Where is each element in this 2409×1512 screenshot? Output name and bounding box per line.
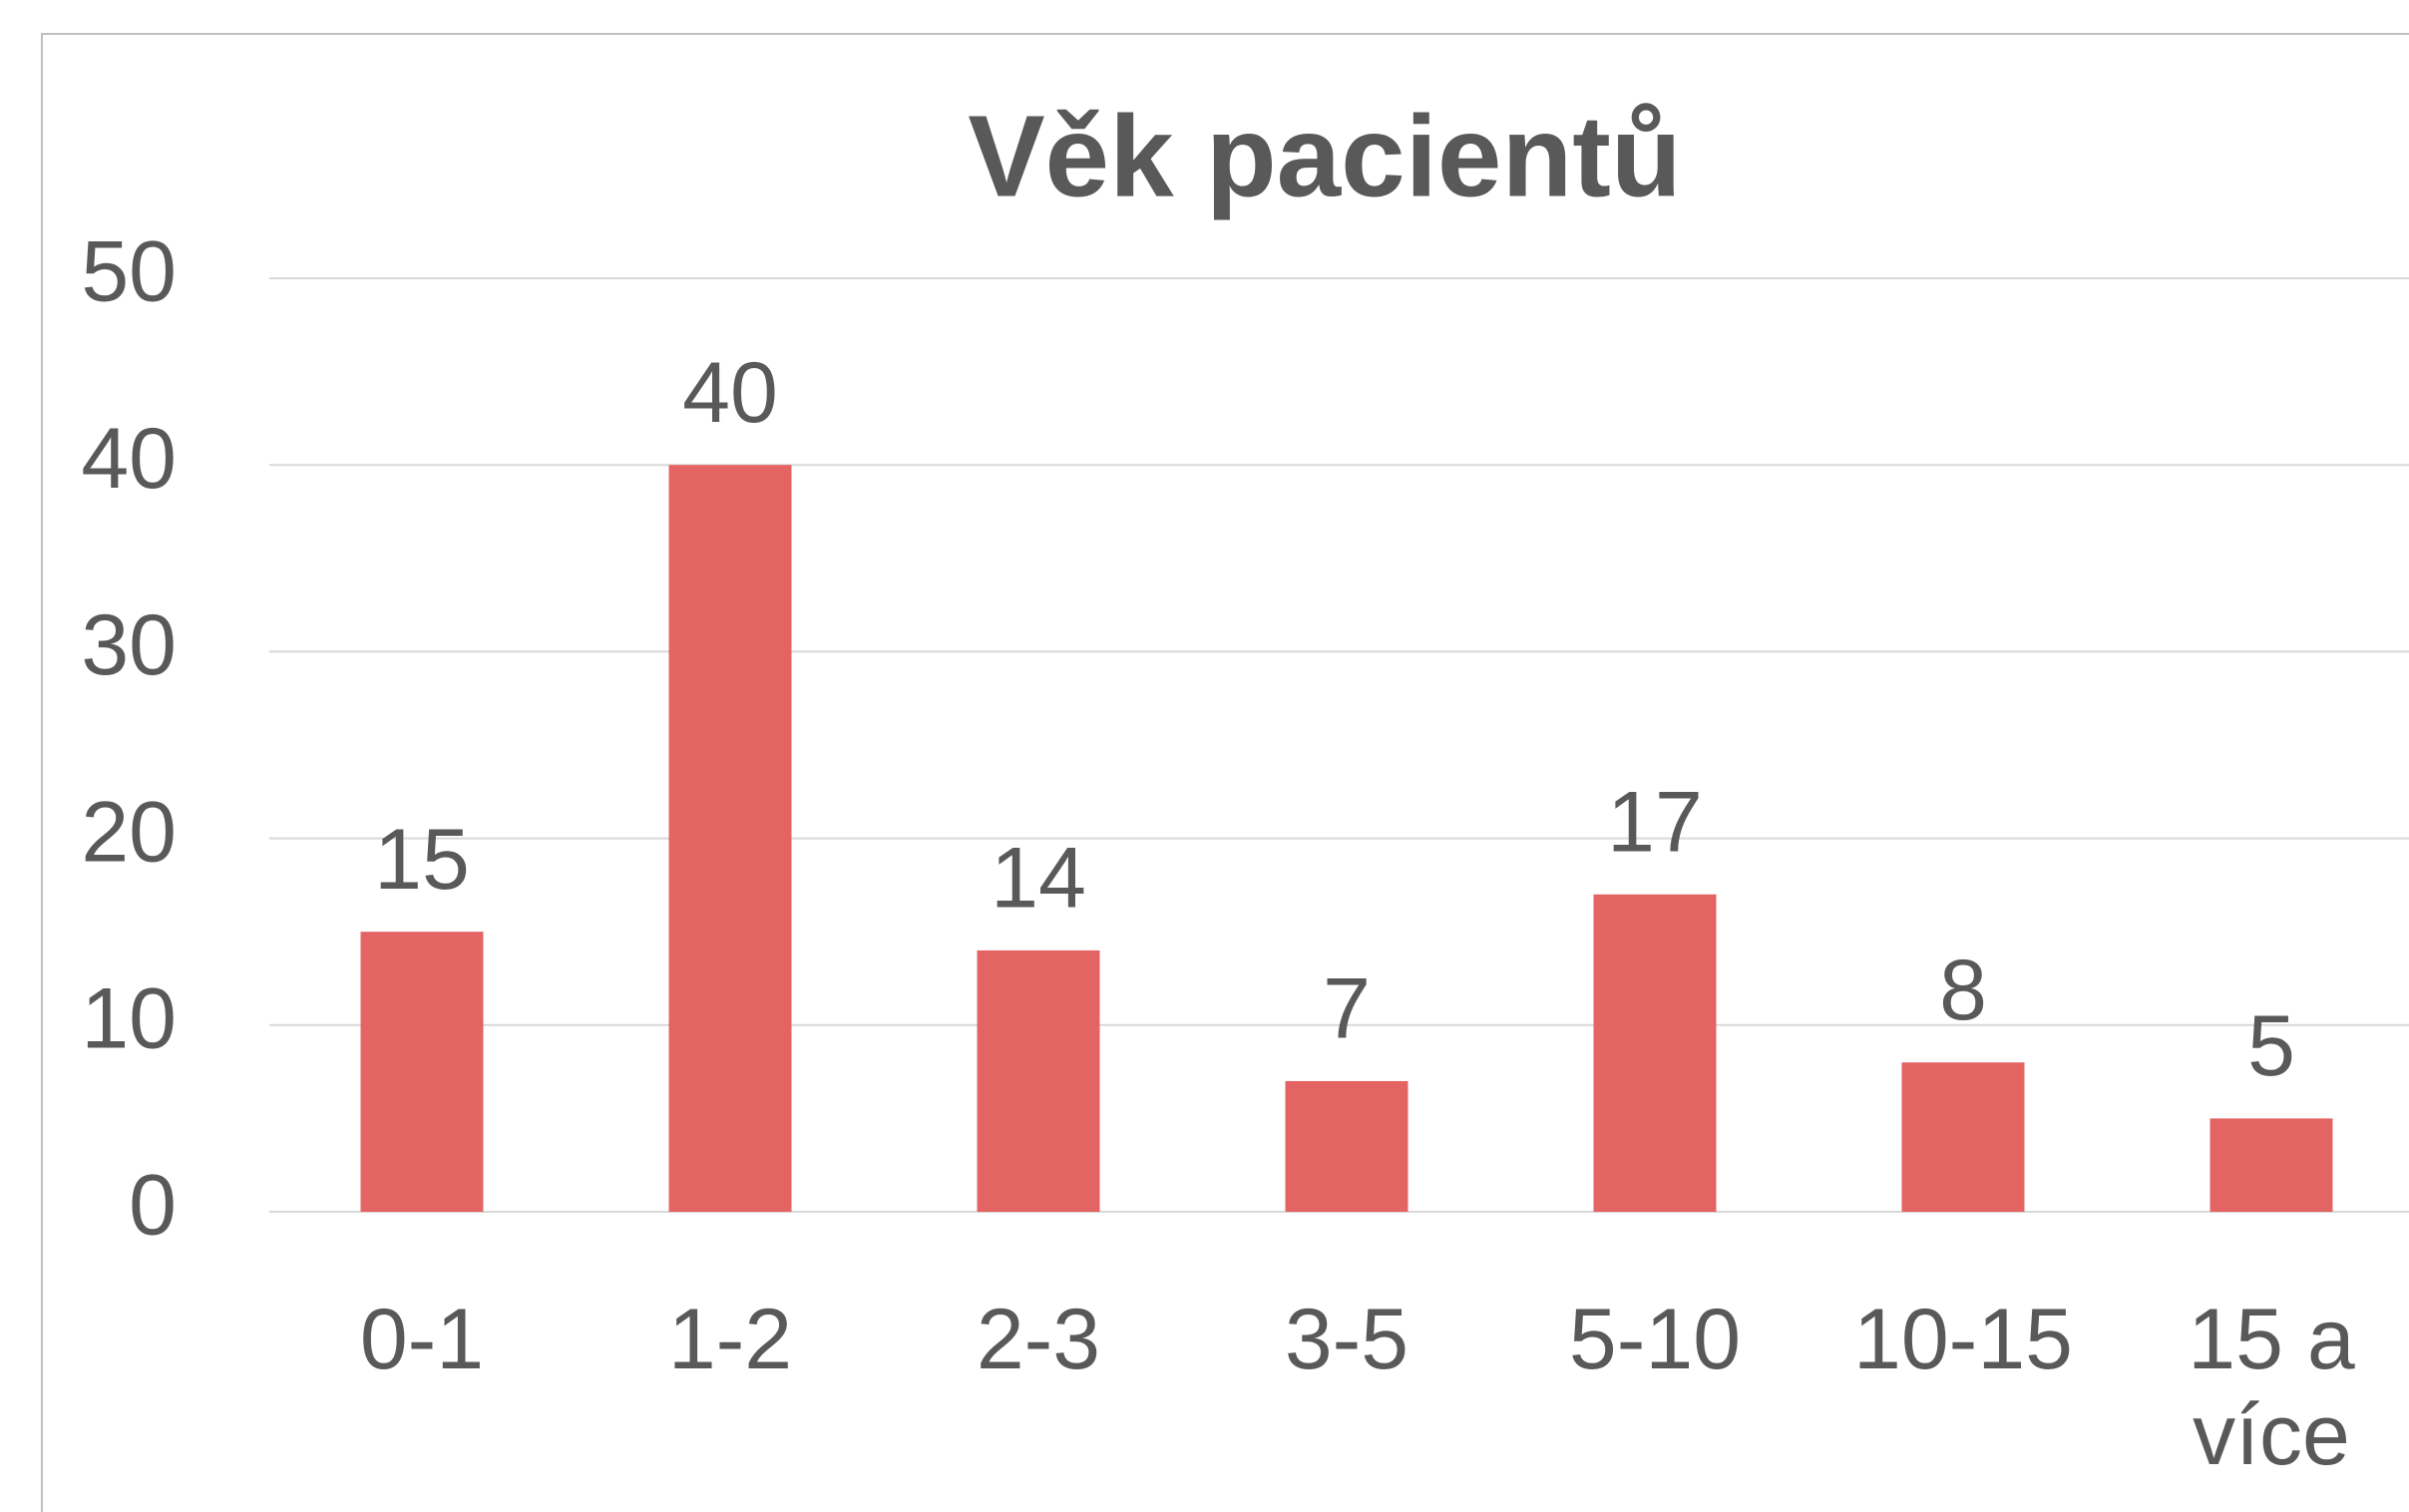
chart-title: Věk pacientů: [968, 92, 1682, 221]
chart-border: [41, 33, 2409, 1512]
y-tick-label: 40: [81, 411, 177, 507]
bar: [1593, 894, 1717, 1212]
data-label: 7: [1323, 961, 1371, 1057]
x-tick-label: 1-2: [667, 1292, 793, 1387]
y-tick-label: 30: [81, 597, 177, 693]
x-tick-label: 0-1: [359, 1292, 485, 1387]
data-label: 40: [682, 345, 778, 441]
bar: [1901, 1062, 2025, 1212]
bar: [977, 949, 1100, 1212]
y-tick-label: 20: [81, 784, 177, 880]
bar: [1285, 1080, 1408, 1212]
x-tick-label: 3-5: [1284, 1292, 1409, 1387]
bar: [360, 932, 484, 1212]
data-label: 14: [991, 831, 1086, 927]
data-label: 5: [2247, 998, 2295, 1094]
x-tick-label: 2-3: [976, 1292, 1101, 1387]
bar: [2209, 1118, 2333, 1212]
data-label: 8: [1939, 943, 1987, 1038]
y-tick-label: 10: [81, 971, 177, 1067]
x-tick-label: 15 a více: [2188, 1292, 2355, 1483]
y-tick-label: 50: [81, 224, 177, 320]
x-tick-label: 5-10: [1568, 1292, 1742, 1387]
data-label: 17: [1607, 774, 1703, 870]
x-tick-label: 10-15: [1853, 1292, 2073, 1387]
bar: [668, 465, 792, 1212]
data-label: 15: [374, 812, 470, 908]
y-tick-label: 0: [129, 1158, 177, 1254]
